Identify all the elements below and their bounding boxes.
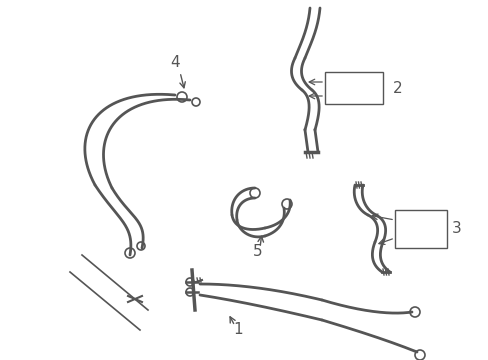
Text: 5: 5 [253,244,262,260]
Text: 3: 3 [451,220,461,235]
Text: 2: 2 [392,81,402,95]
Text: 1: 1 [233,323,243,338]
Bar [394,210,446,248]
Bar [325,72,382,104]
Text: 4: 4 [170,54,180,69]
